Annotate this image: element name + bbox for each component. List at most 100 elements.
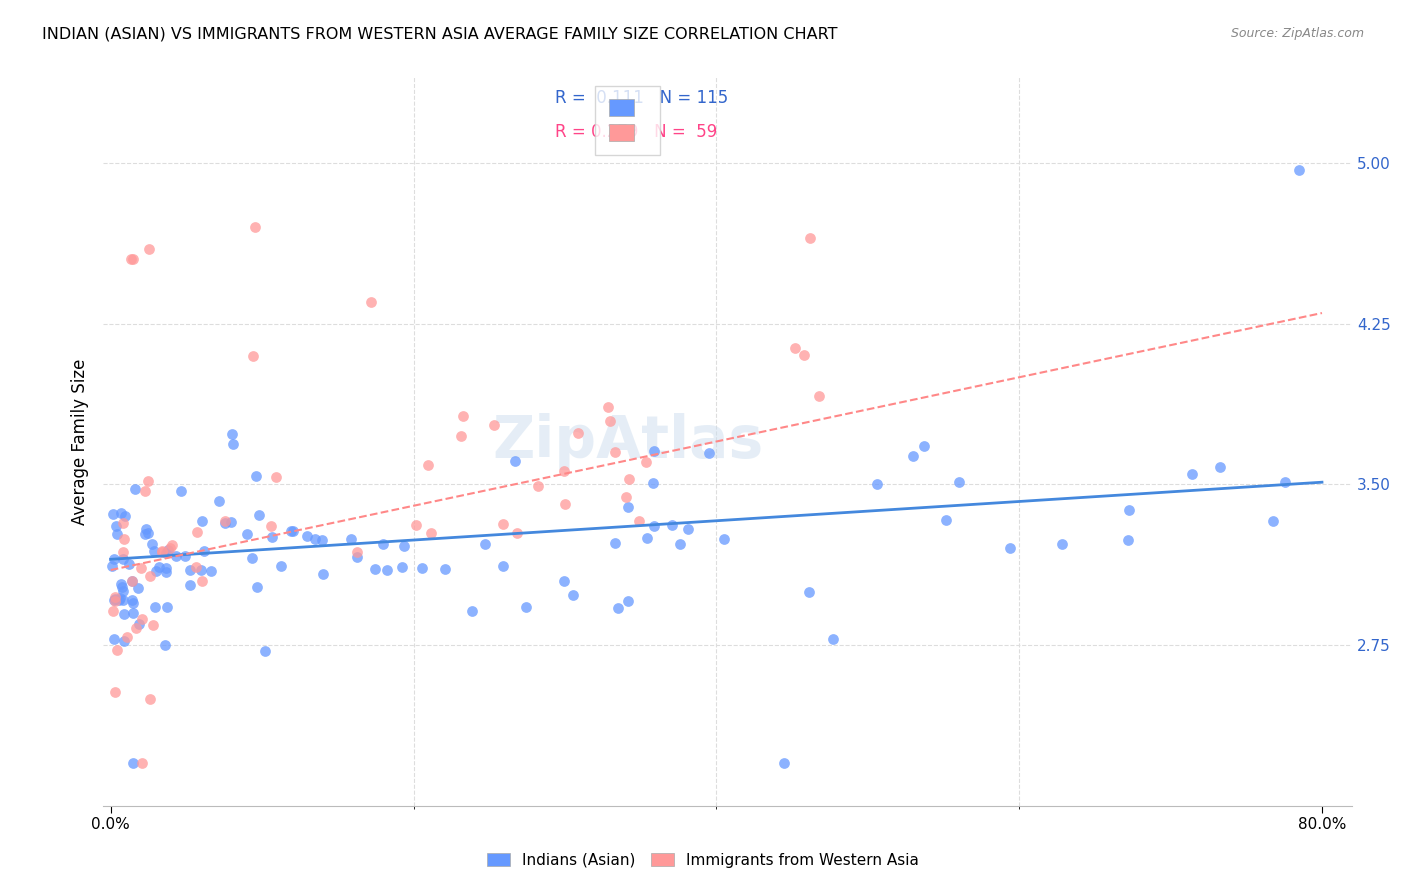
Point: [451, 409, 474, 423]
Point: [420, 525, 443, 540]
Text: INDIAN (ASIAN) VS IMMIGRANTS FROM WESTERN ASIA AVERAGE FAMILY SIZE CORRELATION C: INDIAN (ASIAN) VS IMMIGRANTS FROM WESTER…: [42, 27, 838, 42]
Point: [142, 618, 165, 632]
Point: [998, 541, 1021, 555]
Point: [118, 557, 141, 571]
Point: [121, 574, 143, 588]
Point: [797, 584, 820, 599]
Point: [131, 756, 153, 770]
Point: [603, 536, 626, 550]
Point: [200, 564, 222, 578]
Text: ZipAtlas: ZipAtlas: [492, 413, 763, 470]
Point: [643, 475, 665, 490]
Point: [138, 691, 160, 706]
Point: [104, 591, 127, 605]
Point: [697, 445, 720, 459]
Point: [121, 593, 143, 607]
Point: [948, 475, 970, 490]
Point: [627, 514, 650, 528]
Point: [191, 574, 214, 589]
Point: [155, 561, 177, 575]
Point: [221, 437, 243, 451]
Point: [339, 532, 361, 546]
Point: [643, 443, 665, 458]
Point: [112, 584, 135, 599]
Point: [461, 604, 484, 618]
Point: [214, 514, 236, 528]
Point: [136, 525, 159, 540]
Point: [903, 449, 925, 463]
Point: [614, 491, 637, 505]
Point: [128, 616, 150, 631]
Point: [108, 591, 131, 606]
Point: [236, 527, 259, 541]
Point: [191, 515, 214, 529]
Point: [136, 474, 159, 488]
Point: [214, 516, 236, 530]
Point: [1116, 533, 1139, 548]
Point: [143, 544, 166, 558]
Point: [661, 517, 683, 532]
Point: [346, 545, 368, 559]
Point: [264, 470, 287, 484]
Point: [434, 562, 457, 576]
Point: [1118, 502, 1140, 516]
Point: [174, 549, 197, 563]
Point: [405, 518, 427, 533]
Point: [617, 472, 640, 486]
Point: [474, 537, 496, 551]
Point: [304, 532, 326, 546]
Point: [270, 559, 292, 574]
Point: [492, 558, 515, 573]
Point: [121, 574, 143, 589]
Point: [617, 500, 640, 515]
Point: [515, 600, 537, 615]
Point: [112, 607, 135, 621]
Point: [295, 529, 318, 543]
Point: [121, 756, 143, 770]
Point: [245, 580, 267, 594]
Point: [669, 537, 692, 551]
Point: [148, 559, 170, 574]
Point: [785, 341, 807, 355]
Point: [169, 483, 191, 498]
Point: [112, 516, 135, 531]
Point: [1288, 162, 1310, 177]
Point: [139, 569, 162, 583]
Point: [186, 525, 208, 540]
Point: [1274, 475, 1296, 490]
Point: [103, 632, 125, 646]
Point: [364, 561, 387, 575]
Point: [1050, 537, 1073, 551]
Text: R = 0.279   N =  59: R = 0.279 N = 59: [555, 123, 717, 141]
Point: [101, 558, 124, 573]
Point: [193, 544, 215, 558]
Point: [553, 574, 575, 589]
Point: [254, 644, 277, 658]
Point: [208, 493, 231, 508]
Point: [312, 567, 335, 582]
Point: [360, 295, 382, 310]
Point: [713, 532, 735, 546]
Point: [391, 560, 413, 574]
Point: [121, 607, 143, 621]
Point: [375, 563, 398, 577]
Point: [103, 552, 125, 566]
Point: [153, 638, 176, 652]
Point: [411, 561, 433, 575]
Point: [866, 476, 889, 491]
Point: [122, 252, 145, 267]
Point: [179, 577, 201, 591]
Point: [131, 611, 153, 625]
Point: [346, 550, 368, 565]
Point: [112, 634, 135, 648]
Point: [143, 599, 166, 614]
Point: [617, 594, 640, 608]
Point: [245, 220, 267, 235]
Point: [260, 518, 283, 533]
Legend: Indians (Asian), Immigrants from Western Asia: Indians (Asian), Immigrants from Western…: [479, 845, 927, 875]
Point: [111, 580, 134, 594]
Point: [155, 546, 177, 560]
Point: [219, 515, 242, 529]
Text: R =  0.111   N = 115: R = 0.111 N = 115: [555, 89, 728, 107]
Point: [184, 559, 207, 574]
